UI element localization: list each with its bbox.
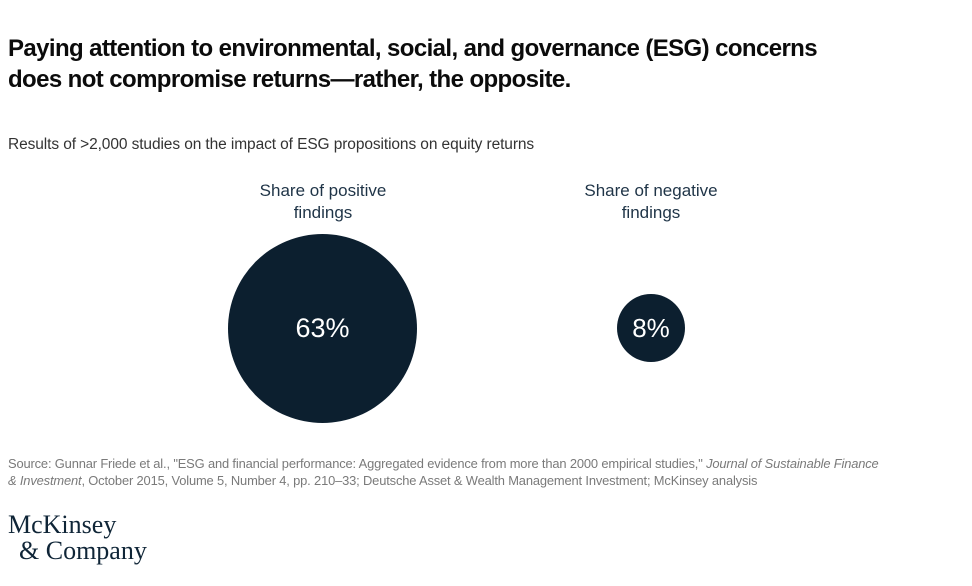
label-share-positive-findings: Share of positive findings <box>259 181 387 222</box>
bubble-negative-findings: 8% <box>617 294 685 362</box>
bubble-negative-value: 8% <box>632 312 670 343</box>
page-title: Paying attention to environmental, socia… <box>8 33 818 95</box>
logo-line-2: & Company <box>19 536 147 565</box>
mckinsey-logo: McKinsey & Company <box>8 512 147 564</box>
source-line: Source: Gunnar Friede et al., "ESG and f… <box>8 456 879 471</box>
source-note: Source: Gunnar Friede et al., "ESG and f… <box>8 455 879 489</box>
label-share-negative-findings: Share of negative findings <box>584 181 718 222</box>
bubble-positive-value: 63% <box>295 313 350 343</box>
logo-line-1: McKinsey <box>8 510 117 539</box>
title-line-1: Paying attention to environmental, socia… <box>8 35 818 62</box>
chart-subtitle: Results of >2,000 studies on the impact … <box>8 136 535 153</box>
bubble-positive-findings: 63% <box>228 234 417 423</box>
title-line-2: does not compromise returns—rather, the … <box>8 66 571 93</box>
source-line: & Investment, October 2015, Volume 5, Nu… <box>8 473 758 488</box>
